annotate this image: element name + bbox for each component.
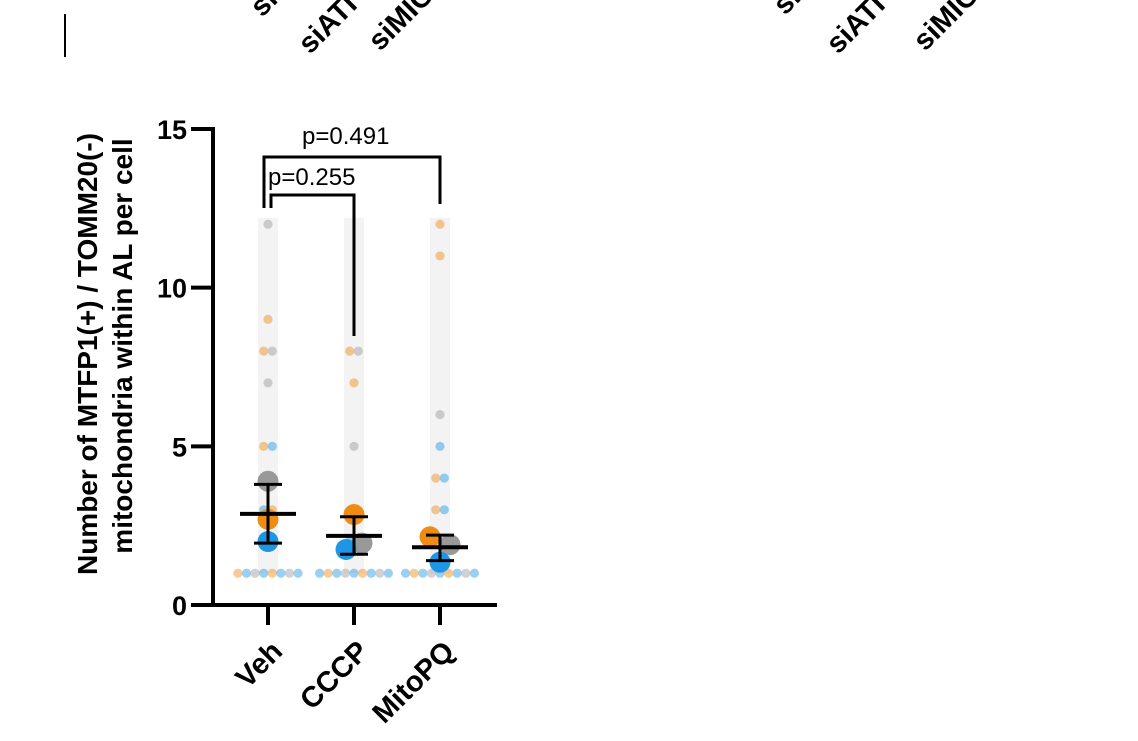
y-axis-label: Number of MTFP1(+) / TOMM20(-) mitochond… <box>72 133 138 575</box>
data-point <box>250 568 260 578</box>
group-background-band <box>430 217 450 574</box>
data-point <box>439 473 449 483</box>
x-tick-label: CCCP <box>294 635 375 716</box>
replicate-mean-point <box>257 470 279 492</box>
data-point <box>409 568 419 578</box>
data-point <box>263 219 273 229</box>
x-tick-label: Veh <box>230 635 289 694</box>
data-point <box>444 568 454 578</box>
data-point <box>431 473 441 483</box>
data-point <box>267 441 277 451</box>
data-point <box>469 568 479 578</box>
top-axis-label: si <box>244 0 284 23</box>
data-point <box>267 346 277 356</box>
data-point <box>426 568 436 578</box>
p-value-label: p=0.491 <box>302 123 389 150</box>
top-axis-label: siMIG <box>362 0 440 57</box>
data-point <box>375 568 385 578</box>
data-point <box>353 346 363 356</box>
replicate-mean-point <box>419 526 441 548</box>
data-point <box>435 219 445 229</box>
data-point <box>358 568 368 578</box>
data-point <box>401 568 411 578</box>
y-tick-label: 10 <box>157 274 187 304</box>
data-point <box>349 378 359 388</box>
data-point <box>332 568 342 578</box>
data-point <box>259 568 269 578</box>
data-point <box>259 441 269 451</box>
data-point <box>241 568 252 578</box>
data-point <box>259 346 269 356</box>
replicate-mean-point <box>439 534 461 556</box>
data-point <box>276 568 286 578</box>
data-point <box>345 346 355 356</box>
data-point <box>293 568 303 578</box>
significance-bracket <box>262 155 442 208</box>
x-tick-label: MitoPQ <box>367 635 461 729</box>
y-axis-label-line-1: Number of MTFP1(+) / TOMM20(-) <box>72 133 103 575</box>
top-axis-label: siATI <box>820 0 891 60</box>
y-tick-label: 15 <box>157 115 187 145</box>
data-point <box>435 251 445 261</box>
data-point <box>315 568 325 578</box>
p-value-label: p=0.255 <box>268 164 355 191</box>
data-point <box>340 568 350 578</box>
data-point <box>461 568 471 578</box>
data-point <box>349 568 359 578</box>
data-point <box>267 568 277 578</box>
top-axis-label: si <box>767 0 807 21</box>
data-point <box>349 441 359 451</box>
group-background-band <box>344 217 364 574</box>
top-axis-label: siATI <box>292 0 363 60</box>
data-point <box>435 441 445 451</box>
data-point <box>418 568 428 578</box>
data-point <box>366 568 376 578</box>
data-point <box>284 568 295 578</box>
y-tick-label: 0 <box>172 591 187 621</box>
data-point <box>439 505 449 515</box>
data-point <box>323 568 333 578</box>
replicate-mean-point <box>343 504 365 526</box>
replicate-mean-point <box>351 532 373 554</box>
data-point <box>452 568 462 578</box>
data-point <box>233 568 243 578</box>
data-point <box>383 568 393 578</box>
replicate-mean-point <box>429 551 451 573</box>
data-point <box>263 314 273 324</box>
top-axis-label: siMIG <box>907 0 985 57</box>
y-axis-label-line-2: mitochondria within AL per cell <box>107 138 138 553</box>
data-point <box>431 505 441 515</box>
data-point <box>263 378 273 388</box>
data-point <box>435 410 445 420</box>
significance-bracket <box>269 193 356 336</box>
y-tick-label: 5 <box>172 432 187 462</box>
